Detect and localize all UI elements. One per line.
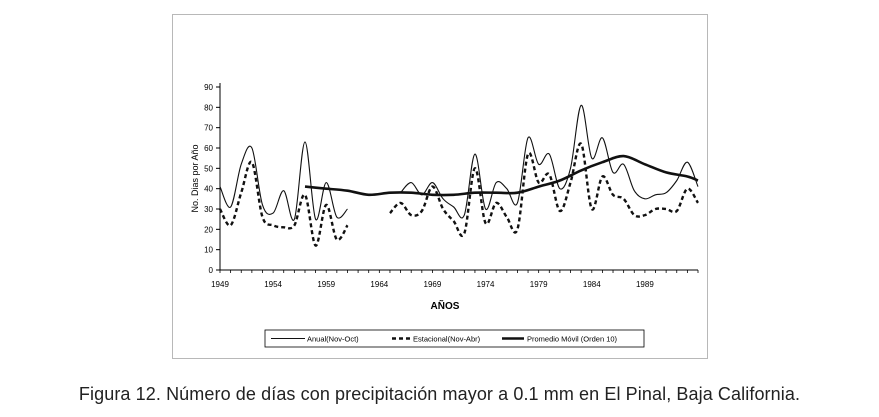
y-tick-label: 0 bbox=[209, 266, 214, 275]
series-group bbox=[218, 104, 700, 247]
y-tick-label: 50 bbox=[204, 164, 213, 173]
y-tick-label: 60 bbox=[204, 144, 213, 153]
y-tick-label: 30 bbox=[204, 205, 213, 214]
axes: 0 10 20 30 40 50 60 70 80 90 1949 1954 1959 1964 1969 1… bbox=[190, 83, 699, 312]
legend: Anual(Nov-Oct) Estacional(Nov-Abr) Promedi… bbox=[264, 329, 645, 348]
x-tick-label: 1964 bbox=[370, 280, 388, 289]
series-promedio-movil-line bbox=[304, 154, 699, 197]
y-tick-label: 40 bbox=[204, 185, 213, 194]
figure-caption: Figura 12. Número de días con precipitac… bbox=[78, 384, 801, 404]
y-tick-label: 90 bbox=[204, 83, 213, 92]
y-tick-label: 10 bbox=[204, 246, 213, 255]
y-axis-title: No. Dias por Año bbox=[190, 144, 200, 212]
legend-item-estacional-label: Estacional(Nov-Abr) bbox=[413, 335, 481, 344]
x-tick-label: 1984 bbox=[583, 280, 601, 289]
x-tick-label: 1989 bbox=[636, 280, 654, 289]
series-estacional-line bbox=[389, 142, 700, 237]
x-tick-label: 1959 bbox=[317, 280, 335, 289]
legend-item-anual-label: Anual(Nov-Oct) bbox=[307, 335, 359, 344]
x-tick-label: 1949 bbox=[211, 280, 229, 289]
y-tick-label: 20 bbox=[204, 225, 213, 234]
series-anual-line bbox=[219, 141, 348, 221]
legend-item-promedio-movil-label: Promedio Móvil (Orden 10) bbox=[527, 335, 618, 344]
series-estacional-line bbox=[218, 160, 349, 247]
chart-frame bbox=[172, 14, 708, 359]
x-tick-label: 1979 bbox=[530, 280, 548, 289]
x-axis-title: AÑOS bbox=[431, 299, 460, 312]
x-tick-label: 1974 bbox=[477, 280, 495, 289]
series-anual-line bbox=[400, 104, 699, 219]
legend-box bbox=[264, 329, 645, 348]
x-tick-label: 1954 bbox=[264, 280, 282, 289]
y-tick-label: 80 bbox=[204, 103, 213, 112]
y-tick-label: 70 bbox=[204, 124, 213, 133]
x-tick-label: 1969 bbox=[424, 280, 442, 289]
